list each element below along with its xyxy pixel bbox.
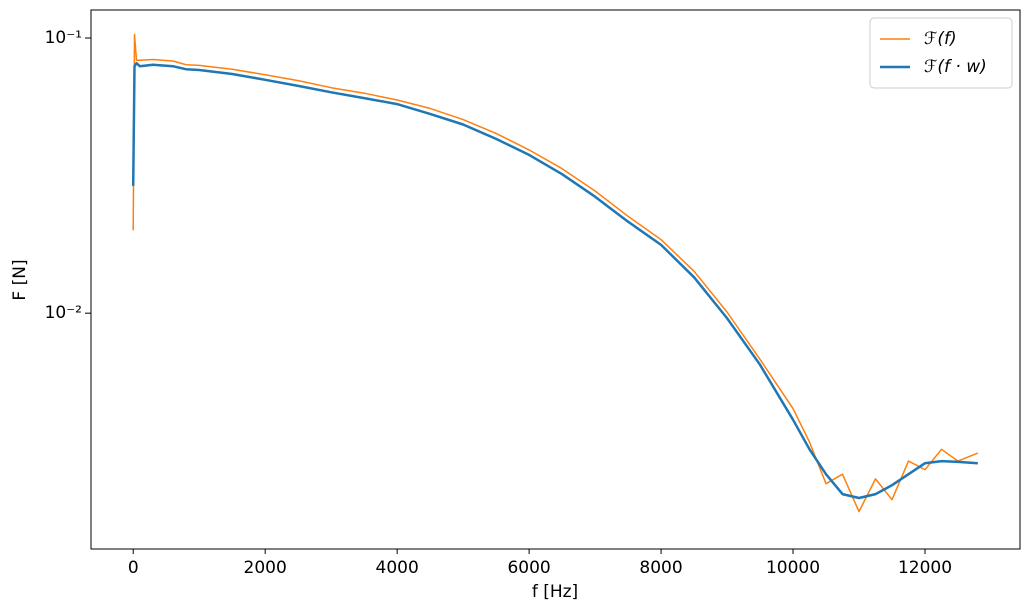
x-tick-label: 2000 — [244, 558, 287, 578]
legend-box — [869, 17, 1013, 89]
series-line — [132, 33, 979, 513]
y-tick-label: 10⁻² — [45, 303, 82, 323]
series-line — [131, 61, 978, 500]
x-tick-label: 10000 — [766, 558, 820, 578]
x-tick-label: 0 — [128, 558, 139, 578]
x-axis-label: f [Hz] — [532, 582, 578, 602]
x-tick-label: 6000 — [507, 558, 550, 578]
legend-label: ℱ(f · w) — [924, 57, 987, 77]
plot-frame — [90, 9, 1021, 550]
y-axis-label: F [N] — [10, 259, 30, 300]
legend: ℱ(f) ℱ(f · w) — [869, 17, 1013, 89]
x-tick-label: 12000 — [898, 558, 952, 578]
y-tick-label: 10⁻¹ — [45, 28, 82, 48]
legend-label: ℱ(f) — [924, 29, 957, 49]
x-tick-label: 8000 — [639, 558, 682, 578]
x-tick-label: 4000 — [376, 558, 419, 578]
